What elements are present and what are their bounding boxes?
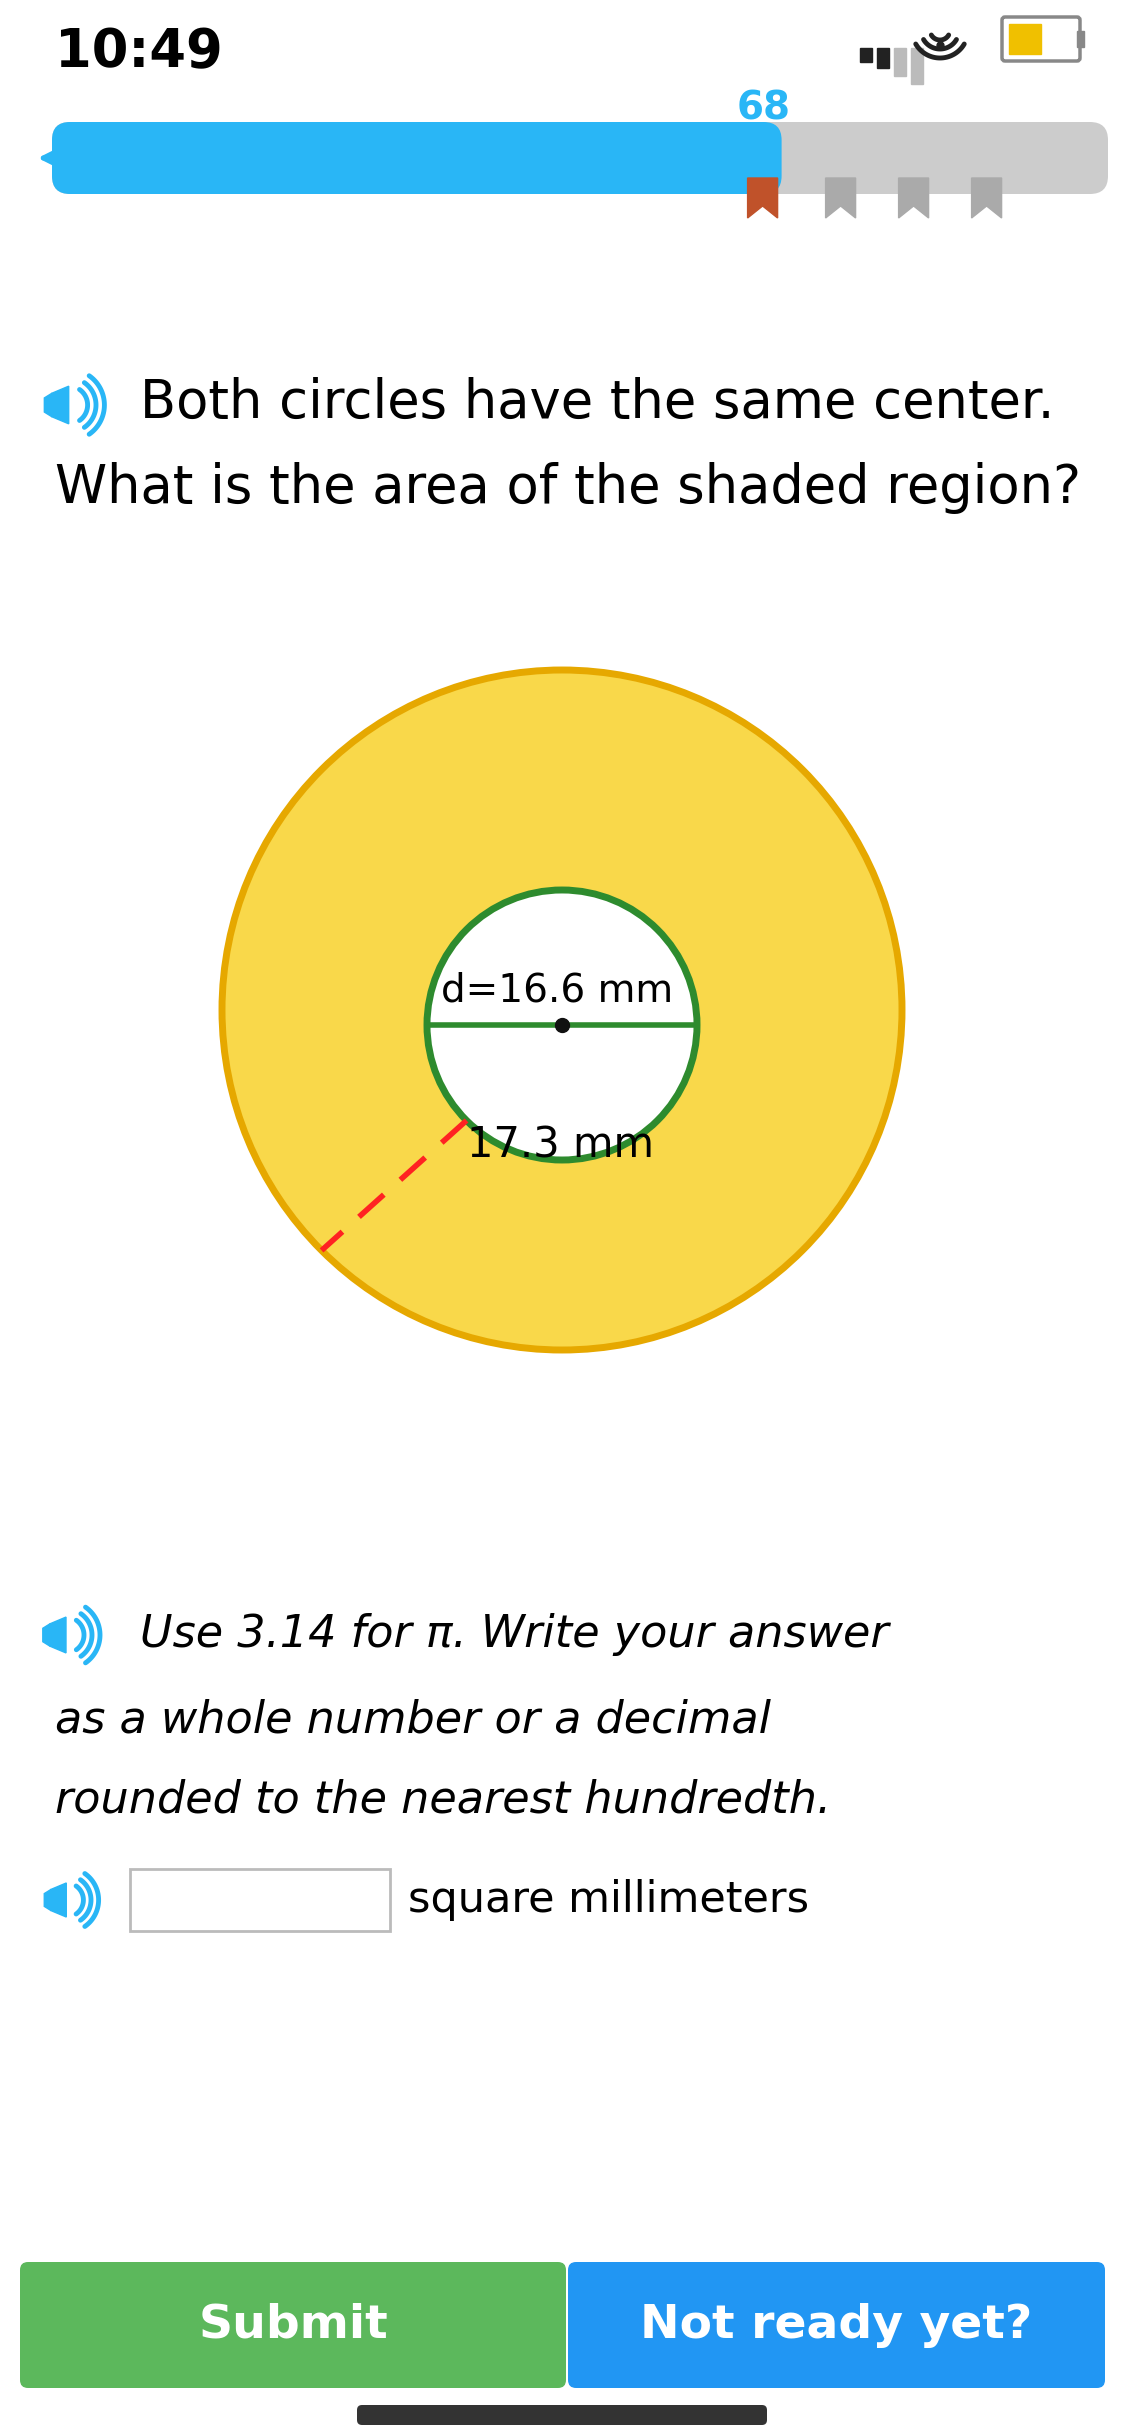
Polygon shape [50,1618,66,1654]
Bar [1009,24,1041,54]
Text: square millimeters: square millimeters [408,1878,809,1922]
Polygon shape [44,1890,51,1910]
Bar [860,49,872,61]
FancyBboxPatch shape [52,122,782,195]
FancyBboxPatch shape [130,1868,390,1932]
Text: as a whole number or a decimal: as a whole number or a decimal [55,1698,771,1742]
Text: Not ready yet?: Not ready yet? [640,2302,1033,2348]
Text: rounded to the nearest hundredth.: rounded to the nearest hundredth. [55,1778,831,1822]
Circle shape [222,670,902,1350]
Text: 68: 68 [737,90,791,127]
Bar [1077,32,1084,46]
Polygon shape [899,178,928,217]
Polygon shape [43,1625,50,1647]
Text: 10:49: 10:49 [55,27,223,78]
Polygon shape [826,178,856,217]
Text: Submit: Submit [198,2302,388,2348]
Text: Both circles have the same center.: Both circles have the same center. [140,378,1054,429]
Polygon shape [748,178,777,217]
Polygon shape [51,1883,66,1917]
Text: d=16.6 mm: d=16.6 mm [441,972,673,1009]
Polygon shape [972,178,1001,217]
Bar [878,49,889,68]
Bar [911,49,922,83]
Text: What is the area of the shaded region?: What is the area of the shaded region? [55,463,1081,514]
Text: Use 3.14 for π. Write your answer: Use 3.14 for π. Write your answer [140,1613,889,1656]
FancyBboxPatch shape [20,2263,566,2387]
FancyBboxPatch shape [357,2404,767,2424]
FancyBboxPatch shape [52,122,1108,195]
FancyBboxPatch shape [1002,17,1080,61]
Circle shape [428,889,698,1160]
Polygon shape [52,387,69,424]
Polygon shape [44,392,52,417]
Text: 17.3 mm: 17.3 mm [467,1123,654,1167]
Bar [894,49,906,76]
FancyBboxPatch shape [568,2263,1105,2387]
